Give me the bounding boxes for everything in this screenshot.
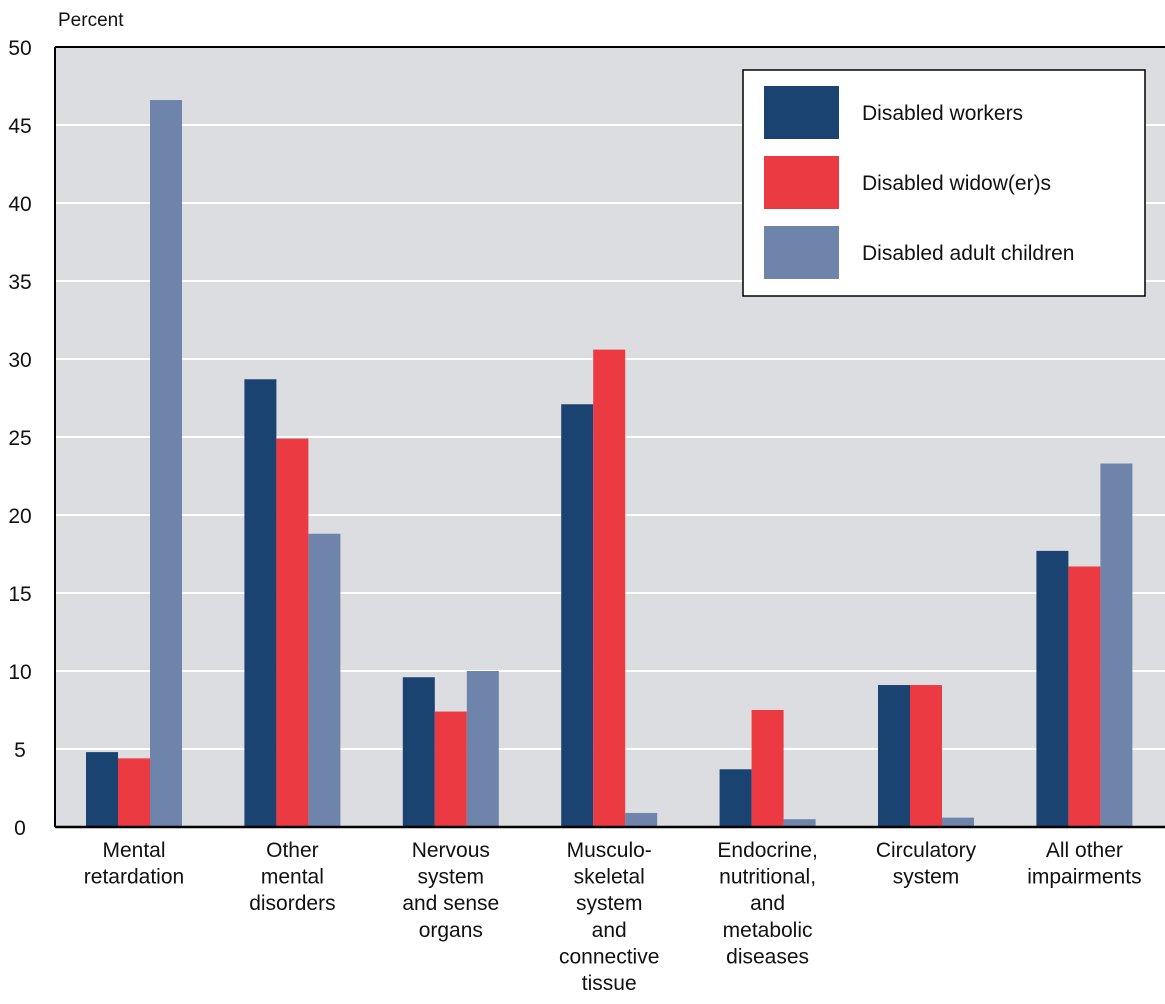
y-tick-label: 30	[8, 349, 31, 372]
bars	[86, 100, 1133, 828]
bar-disabled-workers	[244, 379, 277, 827]
y-tick-label: 25	[8, 427, 31, 450]
bar-disabled-widow-er-s	[1068, 566, 1101, 827]
bar-disabled-workers	[561, 404, 594, 827]
category-label-line: connective	[559, 945, 659, 968]
bar-disabled-adult-children	[1100, 463, 1133, 827]
category-label-line: Musculo-	[567, 839, 652, 862]
category-label: Mental retardation	[84, 839, 184, 889]
category-label-line: and	[750, 892, 785, 915]
category-label-line: nutritional,	[719, 866, 816, 889]
category-label-line: Other	[266, 839, 319, 862]
category-label: Circulatory system	[876, 839, 977, 889]
bar-disabled-adult-children	[466, 671, 499, 827]
bar-disabled-widow-er-s	[118, 758, 150, 827]
category-label-line: tissue	[582, 972, 637, 995]
category-label-line: diseases	[726, 945, 809, 968]
bar-disabled-widow-er-s	[434, 711, 467, 827]
bar-disabled-widow-er-s	[910, 685, 942, 827]
category-label-line: Nervous	[412, 839, 490, 862]
legend-swatch	[764, 86, 839, 139]
bar-disabled-workers	[402, 677, 435, 827]
category-label-line: system	[576, 892, 643, 915]
y-tick-label: 35	[8, 271, 31, 294]
bar-disabled-workers	[878, 685, 910, 827]
category-label-line: All other	[1046, 839, 1123, 862]
category-label-line: and sense	[402, 892, 499, 915]
bar-disabled-workers	[719, 769, 752, 827]
category-label: Musculo-skeletal system and connective tissu…	[559, 839, 659, 995]
bar-disabled-workers	[86, 752, 118, 827]
category-label-line: retardation	[84, 866, 184, 889]
axes	[54, 46, 1165, 829]
category-label-line: mental	[261, 866, 324, 889]
category-label-line: Circulatory	[876, 839, 977, 862]
legend-swatch	[764, 156, 839, 209]
category-label: Other mental disorders	[249, 839, 335, 915]
legend-label: Disabled widow(er)s	[862, 172, 1051, 195]
category-label-line: Mental	[102, 839, 165, 862]
bar-disabled-adult-children	[783, 819, 816, 827]
y-tick-labels: 0 5 10 15 20 25 30 35 40 45 50	[8, 37, 31, 840]
bar-disabled-adult-children	[942, 817, 974, 827]
bar-disabled-widow-er-s	[751, 710, 784, 827]
category-label: Endocrine, nutritional, and metabolic diseas…	[717, 839, 817, 968]
bar-disabled-workers	[1036, 550, 1069, 827]
category-label: All other impairments	[1027, 839, 1141, 889]
category-label-line: impairments	[1027, 866, 1141, 889]
y-tick-label: 0	[14, 817, 26, 840]
y-tick-label: 10	[8, 661, 31, 684]
y-tick-label: 50	[8, 37, 31, 60]
category-label-line: disorders	[249, 892, 335, 915]
category-label-line: system	[893, 866, 960, 889]
legend-label: Disabled adult children	[862, 242, 1074, 265]
category-label-line: skeletal	[574, 866, 645, 889]
y-tick-label: 15	[8, 583, 31, 606]
y-tick-label: 20	[8, 505, 31, 528]
y-axis-label: Percent	[58, 10, 124, 31]
category-label-line: Endocrine,	[717, 839, 817, 862]
legend-label: Disabled workers	[862, 102, 1023, 125]
category-label-line: organs	[419, 919, 483, 942]
category-label-line: and	[592, 919, 627, 942]
bar-disabled-widow-er-s	[593, 349, 626, 827]
bar-disabled-widow-er-s	[276, 438, 309, 827]
bar-disabled-adult-children	[308, 533, 341, 827]
legend-swatch	[764, 226, 839, 279]
bar-disabled-adult-children	[625, 812, 658, 827]
category-label: Nervous system and sense organs	[402, 839, 499, 942]
y-tick-label: 40	[8, 193, 31, 216]
category-label-line: system	[418, 866, 485, 889]
category-labels: Mental retardation Other mental disorders Ner…	[84, 839, 1142, 995]
category-label-line: metabolic	[723, 919, 813, 942]
y-tick-label: 5	[14, 739, 26, 762]
bar-disabled-adult-children	[150, 100, 182, 828]
y-tick-label: 45	[8, 115, 31, 138]
legend: Disabled workers Disabled widow(er)s Disab…	[742, 69, 1146, 297]
